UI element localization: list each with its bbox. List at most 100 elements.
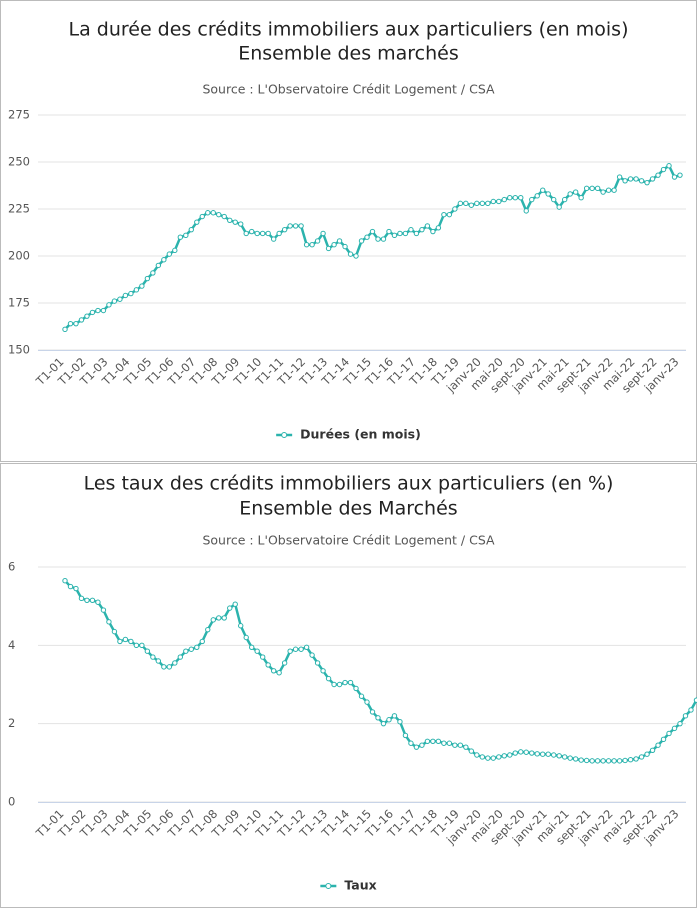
point [413,744,420,750]
point [364,234,370,240]
point [507,752,513,758]
point [183,232,189,239]
point [183,648,189,654]
point [430,738,436,744]
point [572,756,579,762]
point [100,307,107,314]
point [248,228,255,235]
point [254,230,260,237]
point [155,658,162,664]
point [479,200,486,207]
point [205,210,211,216]
point [194,644,200,650]
point [551,196,557,203]
point [452,742,458,748]
point [106,302,112,308]
point [270,668,277,674]
point [177,654,184,660]
point [611,758,617,764]
point [358,238,365,244]
point [89,309,96,316]
point [649,747,656,753]
point [633,176,639,182]
point [397,230,403,237]
point [616,758,623,764]
point [605,187,612,193]
point [501,753,507,759]
point [677,720,683,727]
point [523,749,529,755]
legend-label: Durées (en mois) [300,427,421,442]
point [567,755,573,761]
point [95,599,101,605]
point [62,326,68,333]
point [369,228,376,235]
chart-subtitle: Source : L'Observatoire Crédit Logement … [202,533,495,548]
point [259,654,266,660]
point [347,679,354,686]
point [150,270,156,276]
point [600,189,606,195]
point [386,717,392,723]
point [375,715,381,721]
point [644,751,650,757]
point [150,654,156,660]
y-tick-label: 275 [8,108,30,122]
y-tick-label: 2 [8,716,15,730]
point [627,176,634,182]
point [649,176,656,182]
point [463,200,469,207]
point [551,752,557,758]
point [166,251,173,257]
point [309,652,315,658]
point [583,185,590,192]
point [172,660,178,666]
point [84,597,90,603]
point [369,709,376,715]
point [485,200,491,207]
panel [0,463,697,908]
point [73,585,79,592]
y-tick-label: 175 [8,296,30,310]
point [216,615,222,621]
point [397,719,403,725]
point [545,191,551,197]
y-tick-label: 4 [8,638,15,652]
point [408,740,414,746]
point [100,607,107,613]
point [232,219,238,225]
point [518,749,524,755]
point [243,230,249,237]
point [78,317,85,323]
point [468,748,475,754]
point [67,583,74,590]
point [589,758,595,764]
y-tick-label: 6 [8,560,15,574]
point [600,758,606,764]
point [199,638,205,645]
point [501,196,507,203]
point [561,754,568,760]
point [243,634,249,641]
point [227,217,233,223]
point [117,296,123,302]
chart-title: La durée des crédits immobiliers aux par… [69,19,629,41]
point [540,751,546,757]
point [540,187,546,193]
point [446,740,453,746]
point [358,693,365,699]
point [342,243,348,250]
point [161,257,167,263]
point [666,730,672,737]
point [616,174,623,180]
point [177,234,184,240]
point [276,230,282,237]
point [281,226,288,233]
point [166,664,173,670]
point [419,742,425,748]
point [210,210,216,216]
point [194,219,200,225]
point [73,320,79,327]
point [402,732,409,739]
legend-marker [281,432,288,438]
